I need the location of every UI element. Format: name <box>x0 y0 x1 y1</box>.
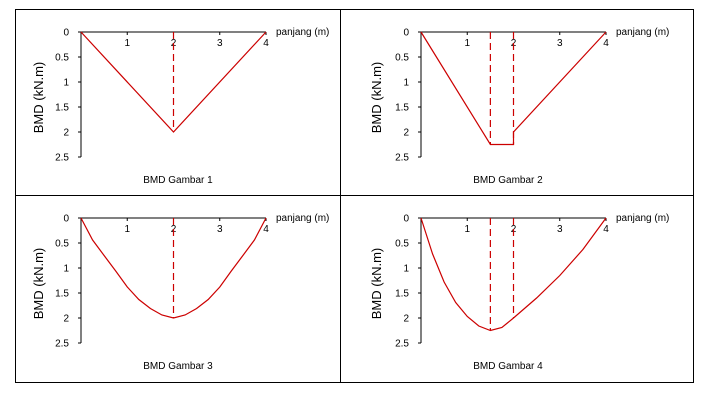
chart2-y-tick-label-0.5: 0.5 <box>395 53 409 64</box>
chart4-y-tick-label-1: 1 <box>403 264 409 275</box>
chart2-x-tick-label-1: 1 <box>464 38 470 49</box>
chart3-y-axis-title: BMD (kN.m) <box>31 248 46 320</box>
chart3-y-tick-label-1.5: 1.5 <box>55 289 69 300</box>
chart4-x-tick-label-3: 3 <box>557 224 563 235</box>
chart3-caption: BMD Gambar 3 <box>143 361 213 372</box>
chart2-x-tick-label-4: 4 <box>603 38 609 49</box>
chart4-y-tick-label-0.5: 0.5 <box>395 239 409 250</box>
chart3-y-tick-label-2.5: 2.5 <box>55 339 69 350</box>
chart4-y-tick-label-1.5: 1.5 <box>395 289 409 300</box>
chart3-bmd-curve-1 <box>80 217 267 319</box>
chart1-y-tick-label-1: 1 <box>63 78 69 89</box>
chart2-bmd-curve-1 <box>420 31 607 146</box>
chart2-x-tick-label-3: 3 <box>557 38 563 49</box>
chart1-x-tick-label-1: 1 <box>124 38 130 49</box>
chart1-bmd-curve-1 <box>80 31 267 133</box>
chart1-y-tick-label-1.5: 1.5 <box>55 103 69 114</box>
chart3-x-axis-title: panjang (m) <box>276 213 329 224</box>
chart2-y-tick-label-2: 2 <box>403 128 409 139</box>
chart2-y-tick-label-0: 0 <box>403 28 409 39</box>
chart1-x-tick-label-3: 3 <box>217 38 223 49</box>
chart1-y-tick-label-2.5: 2.5 <box>55 153 69 164</box>
chart1-y-axis-title: BMD (kN.m) <box>31 62 46 134</box>
chart1-x-axis-title: panjang (m) <box>276 27 329 38</box>
chart4-bmd-curve-1 <box>420 217 607 332</box>
chart4-x-tick-label-1: 1 <box>464 224 470 235</box>
chart3-x-tick-label-4: 4 <box>263 224 269 235</box>
chart4-y-axis-title: BMD (kN.m) <box>369 248 384 320</box>
chart4-y-tick-label-2: 2 <box>403 314 409 325</box>
chart1-y-tick-label-0: 0 <box>63 28 69 39</box>
chart4-y-tick-label-2.5: 2.5 <box>395 339 409 350</box>
chart4-y-tick-label-0: 0 <box>403 214 409 225</box>
chart2-x-axis-title: panjang (m) <box>616 27 669 38</box>
chart3-x-tick-label-3: 3 <box>217 224 223 235</box>
chart2-caption: BMD Gambar 2 <box>473 175 543 186</box>
chart3-y-tick-label-2: 2 <box>63 314 69 325</box>
chart3-x-tick-label-1: 1 <box>124 224 130 235</box>
chart3-y-tick-label-0.5: 0.5 <box>55 239 69 250</box>
panel-border-4 <box>340 195 694 383</box>
chart2-y-tick-label-1: 1 <box>403 78 409 89</box>
chart2-y-tick-label-2.5: 2.5 <box>395 153 409 164</box>
chart1-caption: BMD Gambar 1 <box>143 175 213 186</box>
chart3-y-tick-label-1: 1 <box>63 264 69 275</box>
chart2-y-axis-title: BMD (kN.m) <box>369 62 384 134</box>
chart1-y-tick-label-0.5: 0.5 <box>55 53 69 64</box>
chart4-x-tick-label-4: 4 <box>603 224 609 235</box>
chart4-caption: BMD Gambar 4 <box>473 361 543 372</box>
chart1-x-tick-label-4: 4 <box>263 38 269 49</box>
chart4-x-axis-title: panjang (m) <box>616 213 669 224</box>
chart3-y-tick-label-0: 0 <box>63 214 69 225</box>
chart1-y-tick-label-2: 2 <box>63 128 69 139</box>
chart2-y-tick-label-1.5: 1.5 <box>395 103 409 114</box>
